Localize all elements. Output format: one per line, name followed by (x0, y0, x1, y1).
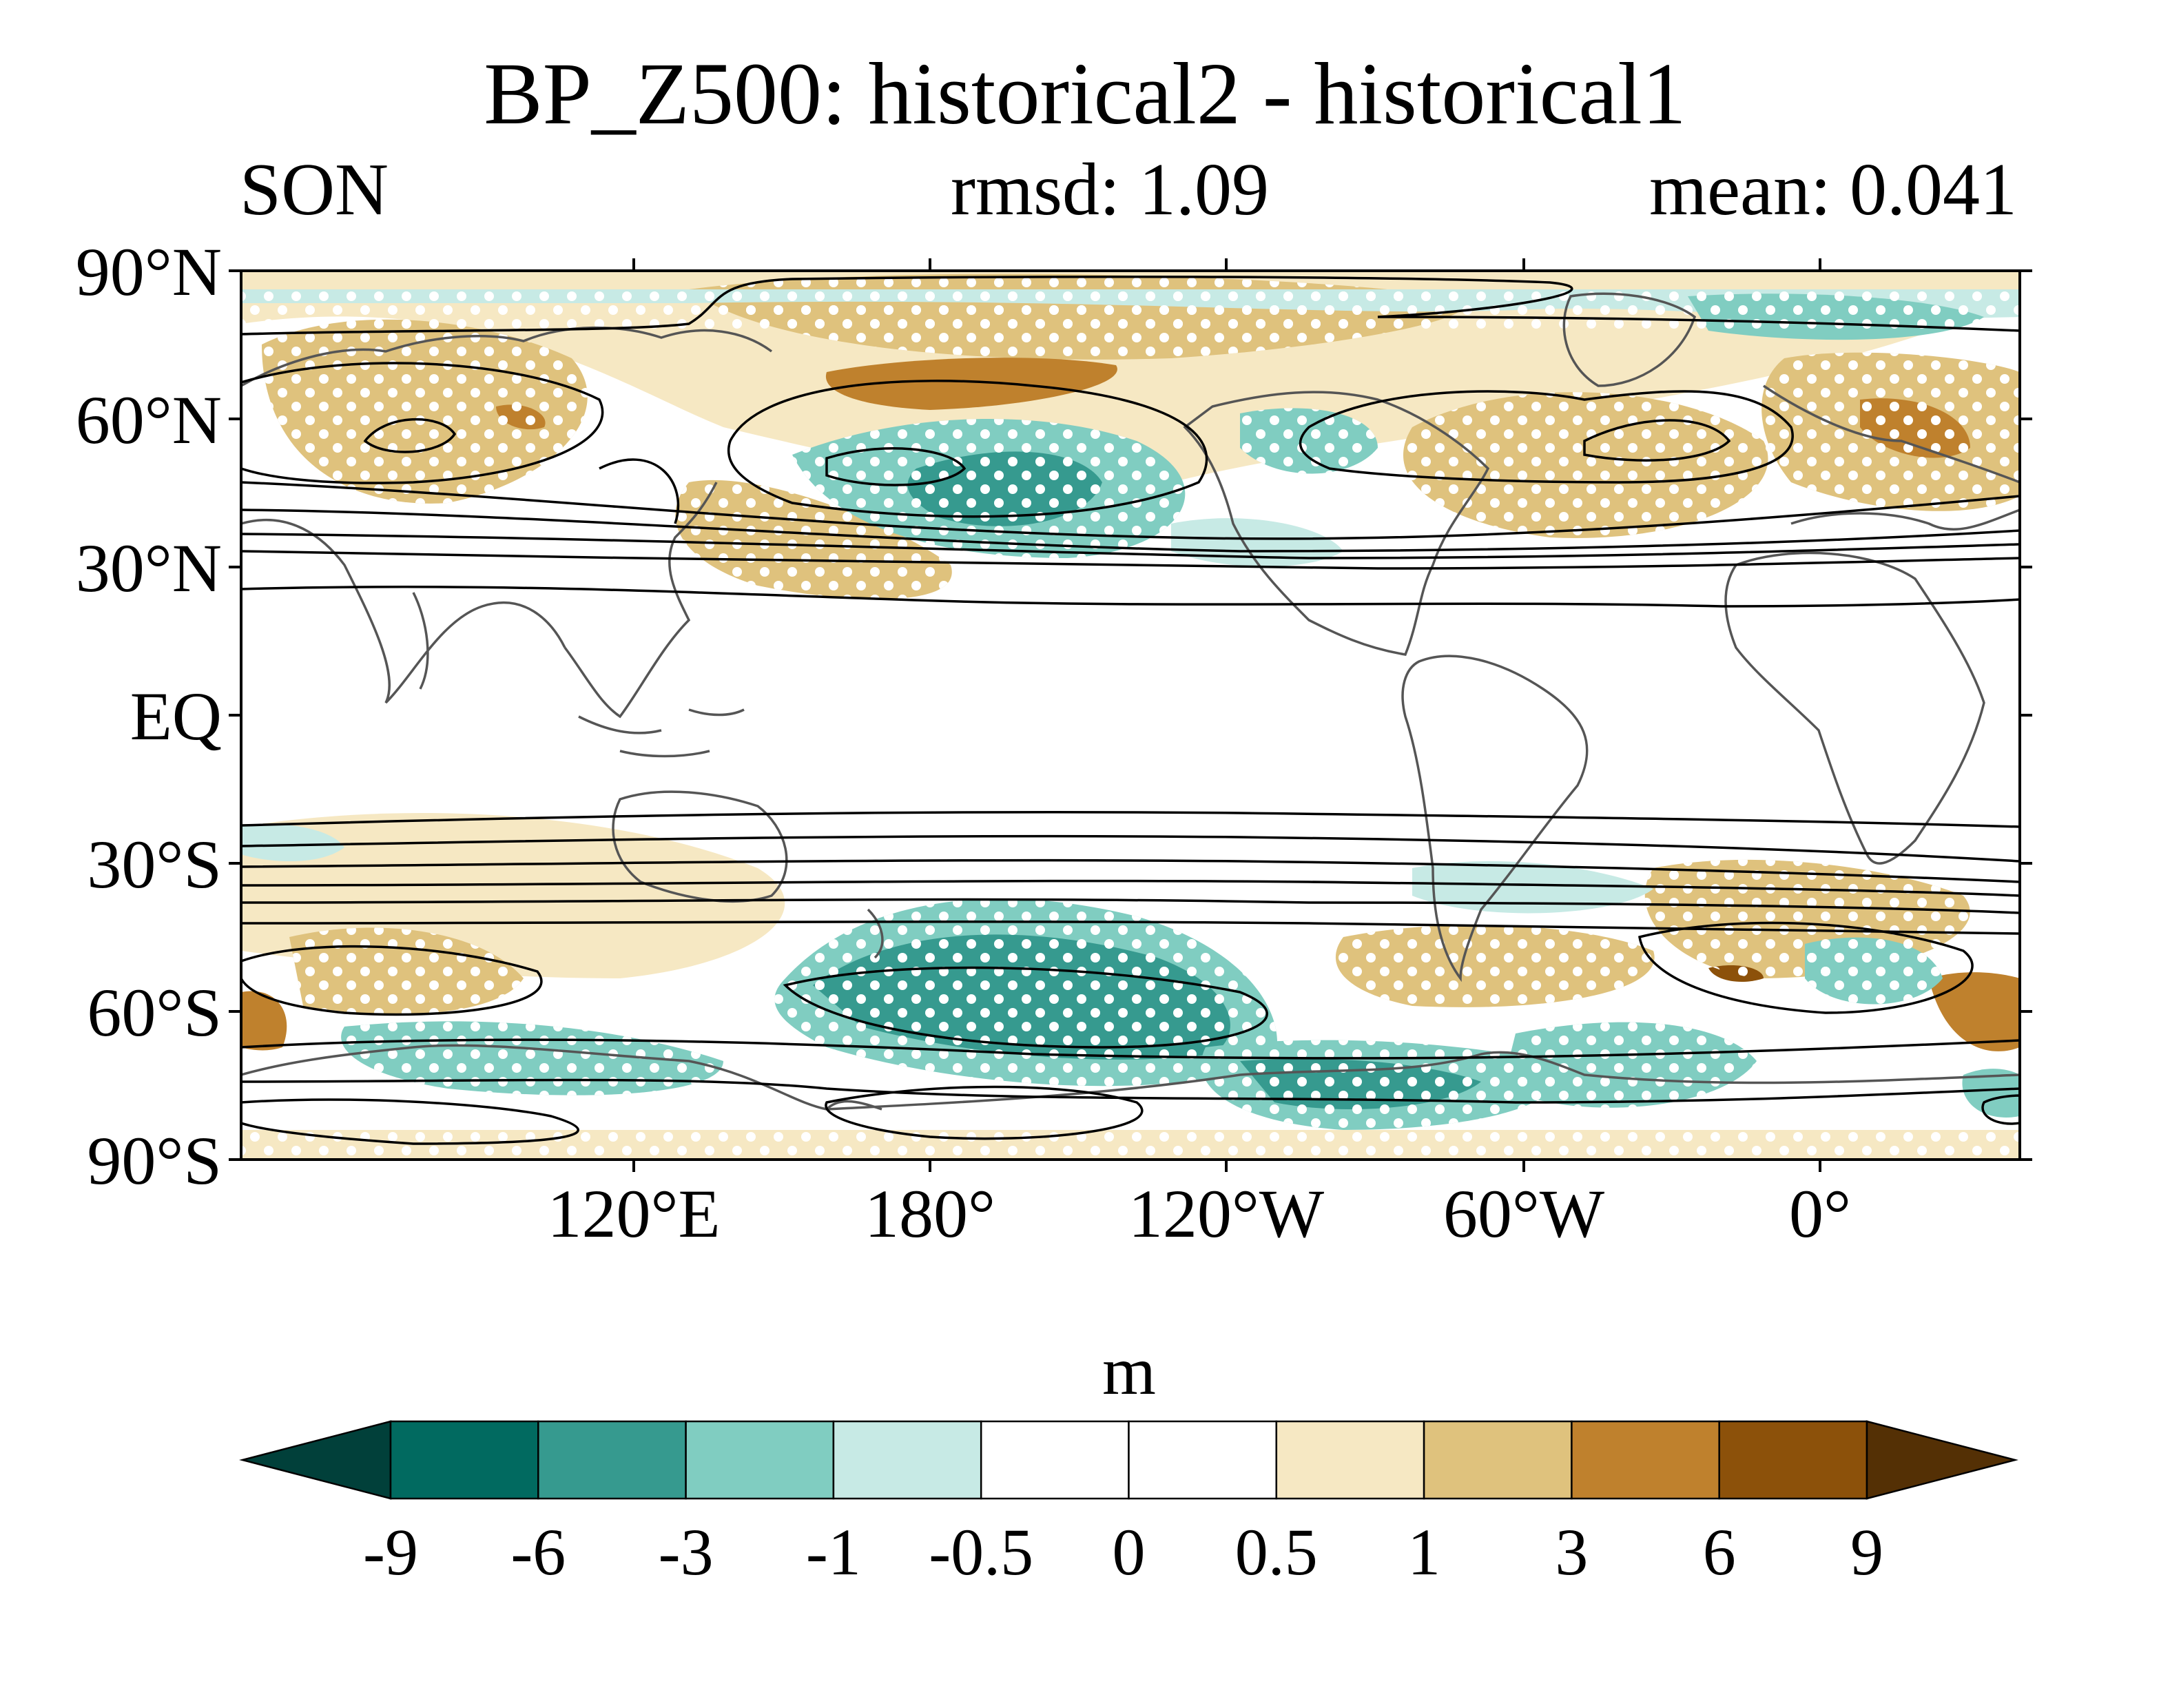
lat-label-30n: 30°N (76, 534, 222, 603)
colorbar-tick-label: 9 (1850, 1519, 1883, 1585)
colorbar (242, 1421, 2015, 1499)
units-label: m (1102, 1337, 1156, 1406)
colorbar-box (1129, 1421, 1277, 1499)
colorbar-tick-label: 1 (1407, 1519, 1440, 1585)
colorbar-tick-label: 3 (1555, 1519, 1588, 1585)
lat-label-30s: 30°S (87, 830, 222, 899)
colorbar-tick-label: -3 (659, 1519, 714, 1585)
lon-label-120e: 120°E (547, 1180, 720, 1248)
lat-label-60n: 60°N (76, 386, 222, 455)
colorbar-box (391, 1421, 538, 1499)
lon-label-0: 0° (1789, 1180, 1851, 1248)
lon-label-120w: 120°W (1128, 1180, 1324, 1248)
lat-label-eq: EQ (130, 682, 222, 751)
colorbar-box (1277, 1421, 1424, 1499)
lat-label-60s: 60°S (87, 978, 222, 1047)
map-area (241, 271, 2020, 1160)
colorbar-tick-label: -9 (363, 1519, 418, 1585)
colorbar-extend-high (1867, 1421, 2015, 1499)
colorbar-box (834, 1421, 981, 1499)
colorbar-box (538, 1421, 685, 1499)
lon-label-180: 180° (865, 1180, 995, 1248)
colorbar-tick-label: -1 (806, 1519, 861, 1585)
lat-label-90n: 90°N (76, 238, 222, 307)
colorbar-tick-label: -6 (510, 1519, 566, 1585)
lon-label-60w: 60°W (1443, 1180, 1604, 1248)
colorbar-tick-label: 0.5 (1235, 1519, 1318, 1585)
colorbar-box (1719, 1421, 1867, 1499)
colorbar-box (686, 1421, 834, 1499)
colorbar-tick-label: 6 (1703, 1519, 1736, 1585)
colorbar-extend-low (242, 1421, 391, 1499)
colorbar-box (1424, 1421, 1571, 1499)
colorbar-box (1571, 1421, 1719, 1499)
colorbar-tick-label: 0 (1113, 1519, 1146, 1585)
colorbar-tick-label: -0.5 (929, 1519, 1033, 1585)
colorbar-box (981, 1421, 1128, 1499)
lat-label-90s: 90°S (87, 1126, 222, 1195)
